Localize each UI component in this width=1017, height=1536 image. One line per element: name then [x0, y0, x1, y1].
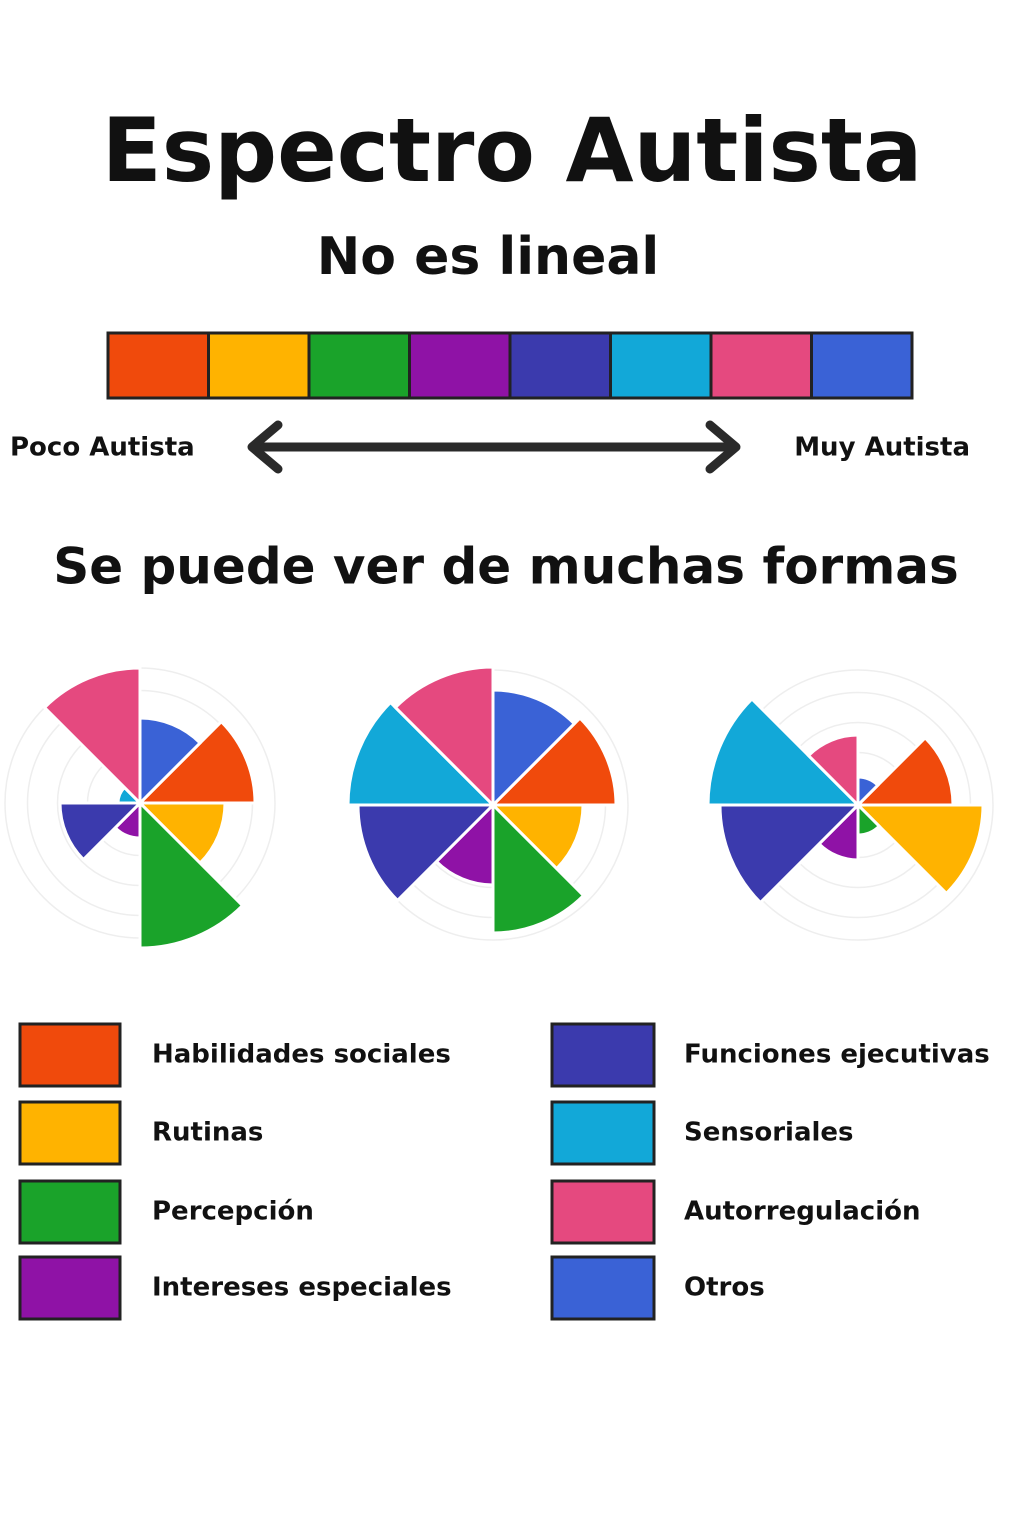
legend-label: Otros: [684, 1273, 765, 1303]
spectrum-cell: [810, 331, 914, 400]
sector: [854, 803, 985, 896]
sector: [856, 775, 880, 809]
legend-swatch: [18, 1022, 122, 1088]
polar-chart: [706, 669, 994, 941]
legend-swatch: [18, 1255, 122, 1321]
double-arrow: [247, 420, 741, 474]
polar-chart: [4, 666, 276, 950]
legend-label: Funciones ejecutivas: [684, 1040, 990, 1070]
sector: [491, 801, 586, 935]
legend-label: Habilidades sociales: [152, 1040, 451, 1070]
legend-label: Rutinas: [152, 1118, 263, 1148]
spectrum-cell: [709, 331, 813, 400]
subtitle: No es lineal: [317, 227, 660, 287]
sector: [706, 696, 862, 807]
sector: [346, 700, 497, 807]
sector: [356, 803, 497, 903]
legend-label: Intereses especiales: [152, 1273, 452, 1303]
sector: [138, 716, 203, 807]
spectrum-cell: [207, 331, 311, 400]
legend-label: Autorregulación: [684, 1197, 920, 1227]
spectrum-cell: [307, 331, 411, 400]
spectrum-bar: [106, 331, 914, 400]
polar-chart: [346, 665, 629, 941]
legend-swatch: [550, 1179, 656, 1245]
legend-label: Percepción: [152, 1197, 314, 1227]
spectrum-cell: [508, 331, 612, 400]
sector: [393, 665, 495, 809]
heading: Se puede ver de muchas formas: [53, 538, 959, 596]
right-label: Muy Autista: [794, 433, 970, 463]
spectrum-cell: [106, 331, 210, 400]
charts: [4, 665, 994, 950]
legend-swatch: [550, 1022, 656, 1088]
spectrum-cell: [408, 331, 512, 400]
left-label: Poco Autista: [10, 433, 195, 463]
sector: [718, 803, 862, 905]
title: Espectro Autista: [102, 99, 923, 202]
sector: [806, 733, 860, 809]
sector: [138, 799, 245, 950]
sector: [491, 688, 577, 809]
legend-swatch: [18, 1179, 122, 1245]
sector: [136, 719, 257, 805]
legend: Habilidades sociales Rutinas Percepción Int…: [18, 1022, 990, 1321]
legend-swatch: [550, 1100, 656, 1166]
sector: [58, 801, 144, 862]
legend-label: Sensoriales: [684, 1118, 854, 1148]
sector: [489, 715, 618, 807]
sector: [42, 666, 142, 807]
legend-swatch: [550, 1255, 656, 1321]
sector: [854, 735, 955, 807]
legend-swatch: [18, 1100, 122, 1166]
spectrum-cell: [609, 331, 713, 400]
